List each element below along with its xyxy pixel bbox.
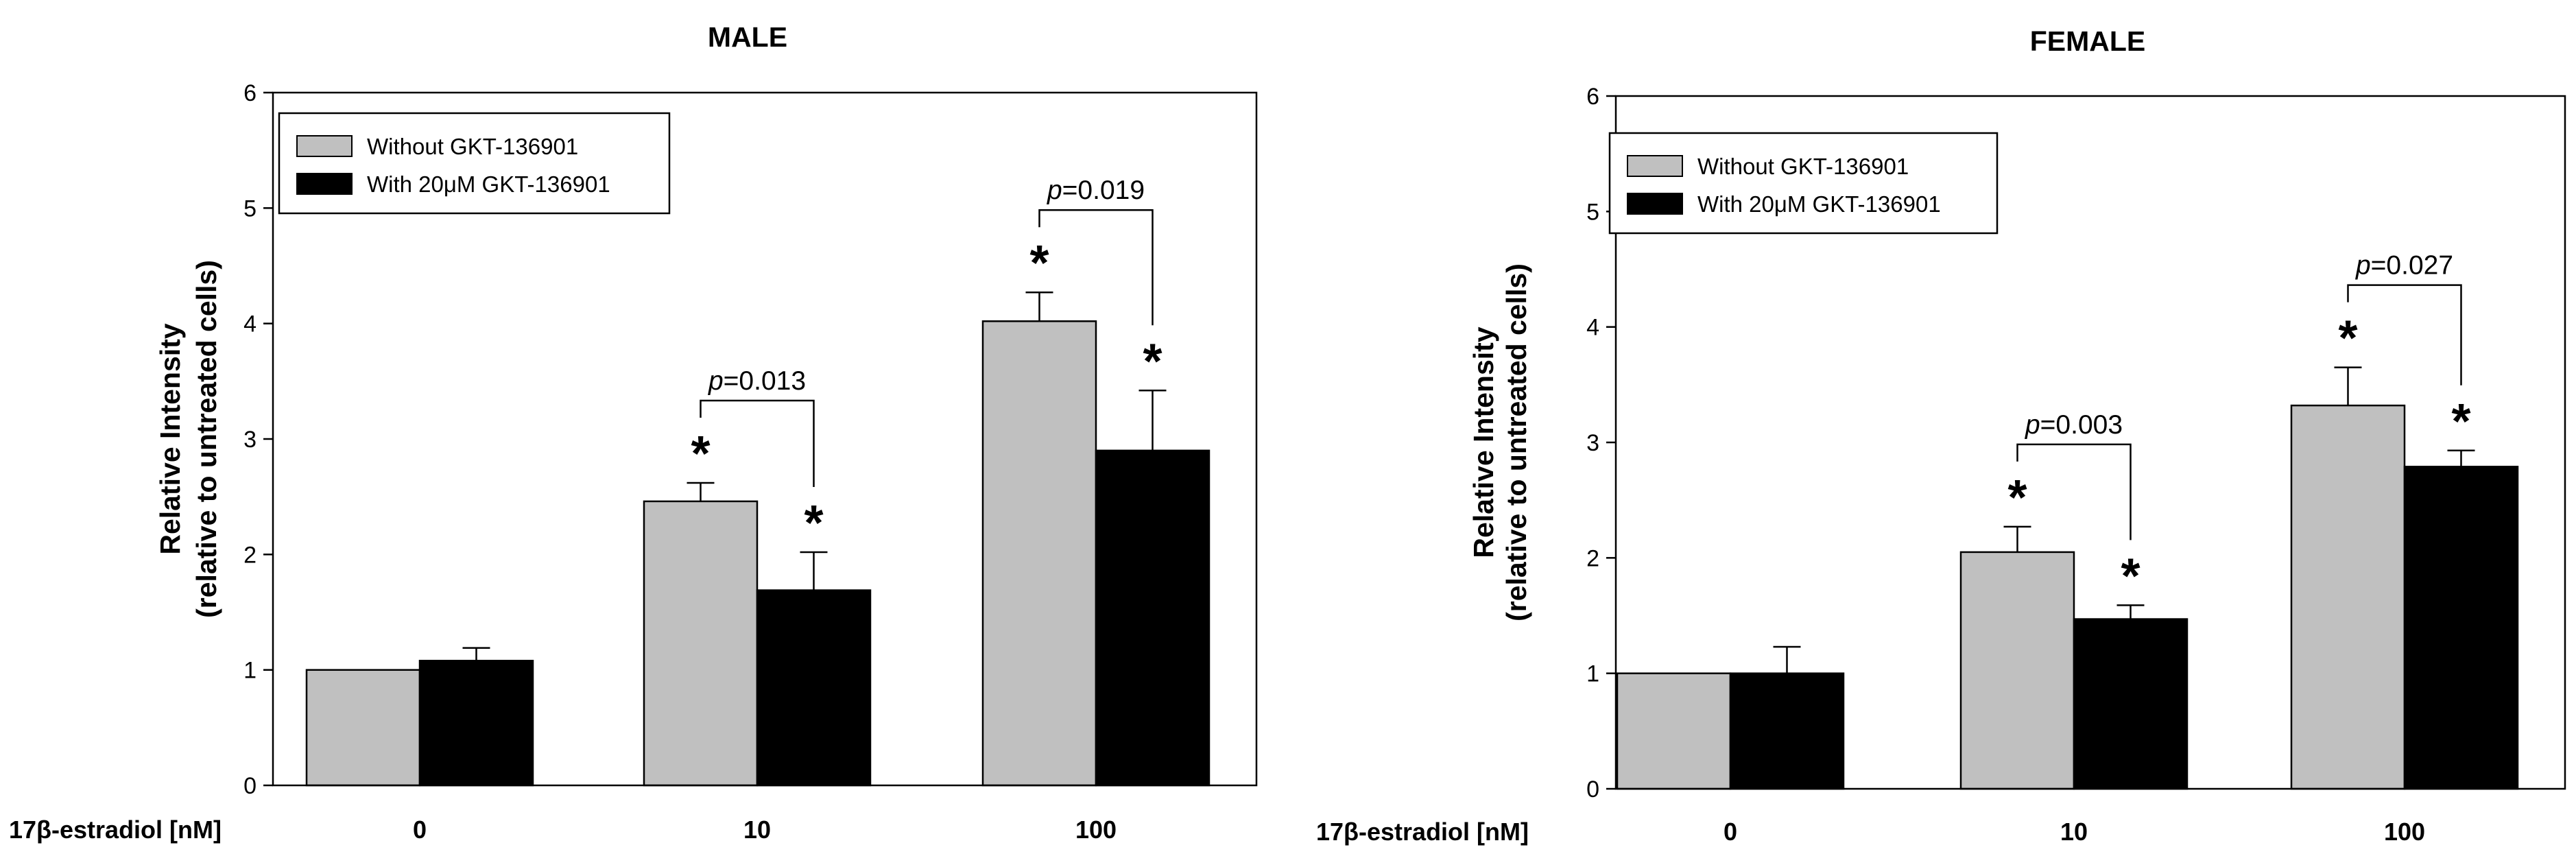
x-tick-label: 0 — [413, 816, 427, 844]
legend-label: With 20μM GKT-136901 — [1697, 191, 1941, 217]
female-chart: FEMALE Relative Intensity (relative to unt… — [1316, 25, 2566, 846]
x-tick-label: 0 — [1724, 818, 1737, 846]
p-value: =0.019 — [1062, 176, 1145, 205]
p-value: =0.027 — [2371, 251, 2453, 281]
significance-star: * — [1029, 236, 1049, 291]
legend-label: Without GKT-136901 — [367, 134, 578, 159]
legend-swatch-without — [296, 135, 353, 157]
y-tick-label: 5 — [1586, 199, 1599, 225]
comparison-bracket — [700, 399, 815, 487]
p-symbol: p — [2025, 410, 2040, 440]
significance-star: * — [804, 496, 823, 551]
y-tick-label: 0 — [1586, 776, 1599, 803]
y-axis-sublabel: (relative to untreated cells) — [191, 260, 222, 618]
x-axis-caption: 17β-estradiol [nM] — [9, 816, 222, 844]
x-tick-label: 100 — [1075, 816, 1117, 844]
bar-without-gkt — [2290, 404, 2406, 790]
p-symbol: p — [1047, 176, 1062, 205]
x-axis-caption: 17β-estradiol [nM] — [1316, 818, 1529, 846]
legend: Without GKT-136901 With 20μM GKT-136901 — [1608, 132, 1999, 235]
p-value: =0.003 — [2040, 410, 2123, 440]
bar-with-gkt — [756, 589, 872, 787]
y-tick-label: 3 — [1586, 430, 1599, 456]
bar-without-gkt — [981, 320, 1097, 787]
chart-title: MALE — [708, 21, 787, 53]
plot-frame — [272, 91, 1258, 787]
plot-frame — [1614, 95, 2566, 790]
significance-star: * — [2338, 311, 2357, 366]
y-tick-label: 2 — [1586, 545, 1599, 571]
p-value-label: p=0.027 — [2355, 251, 2453, 281]
y-tick-label: 5 — [243, 195, 257, 222]
y-tick-label: 3 — [243, 427, 257, 453]
y-tick-label: 1 — [243, 658, 257, 684]
comparison-bracket — [2347, 284, 2462, 385]
p-symbol: p — [2355, 251, 2371, 281]
significance-star: * — [2451, 394, 2470, 449]
bar-without-gkt — [1616, 672, 1732, 790]
bar-with-gkt — [1729, 672, 1845, 790]
significance-star: * — [691, 427, 710, 482]
y-tick-label: 6 — [1586, 84, 1599, 110]
legend-box — [278, 112, 671, 215]
significance-star: * — [2007, 471, 2027, 525]
y-tick-label: 1 — [1586, 661, 1599, 687]
bar-with-gkt — [2073, 618, 2189, 790]
bar-without-gkt — [643, 500, 759, 787]
comparison-bracket — [2016, 443, 2132, 541]
y-axis-label: Relative Intensity — [154, 323, 186, 554]
legend-swatch-with — [296, 173, 353, 195]
legend-swatch-with — [1627, 193, 1683, 215]
male-chart: MALE Relative Intensity (relative to untre… — [9, 21, 1258, 844]
x-tick-label: 10 — [2060, 818, 2088, 846]
bar-without-gkt — [305, 669, 421, 787]
bar-without-gkt — [1959, 551, 2075, 790]
y-tick-label: 4 — [1586, 315, 1599, 341]
legend-label: With 20μM GKT-136901 — [367, 171, 610, 197]
p-value-label: p=0.019 — [1047, 176, 1145, 205]
y-axis-sublabel: (relative to untreated cells) — [1501, 263, 1532, 621]
y-axis-label: Relative Intensity — [1468, 326, 1499, 558]
bar-with-gkt — [418, 659, 534, 787]
p-value: =0.013 — [724, 366, 806, 396]
legend-box — [1608, 132, 1999, 235]
significance-star: * — [1143, 334, 1162, 389]
p-value-label: p=0.003 — [2025, 410, 2123, 440]
x-tick-label: 100 — [2384, 818, 2425, 846]
legend: Without GKT-136901 With 20μM GKT-136901 — [278, 112, 671, 215]
significance-star: * — [2121, 549, 2140, 604]
bar-with-gkt — [2403, 466, 2519, 790]
p-value-label: p=0.013 — [708, 366, 806, 396]
x-tick-label: 10 — [743, 816, 771, 844]
legend-swatch-without — [1627, 155, 1683, 177]
p-symbol: p — [708, 366, 724, 396]
comparison-bracket — [1038, 209, 1154, 326]
chart-title: FEMALE — [2030, 25, 2146, 57]
y-tick-label: 0 — [243, 773, 257, 799]
y-tick-label: 4 — [243, 311, 257, 337]
bar-with-gkt — [1095, 449, 1211, 787]
y-tick-label: 6 — [243, 80, 257, 106]
y-tick-label: 2 — [243, 542, 257, 568]
legend-label: Without GKT-136901 — [1697, 154, 1909, 179]
